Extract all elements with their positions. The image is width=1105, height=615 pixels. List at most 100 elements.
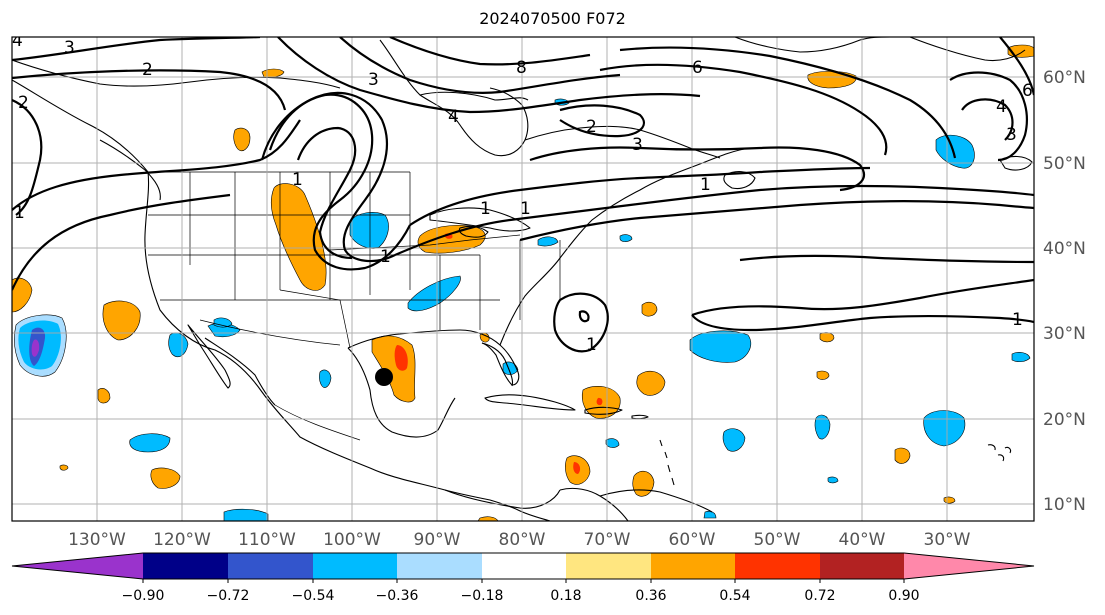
contour-line: [296, 126, 357, 260]
fill-patch: [935, 134, 975, 169]
contour-label: 8: [516, 58, 527, 78]
fill-patch: [814, 414, 831, 440]
fill-patch: [596, 397, 603, 406]
contour-label: 2: [586, 117, 597, 137]
map-background: [12, 37, 1034, 521]
colorbar-segment: [651, 553, 735, 579]
fill-patch: [689, 330, 752, 363]
lon-label: 60°W: [669, 530, 716, 550]
colorbar-segment: [820, 553, 904, 579]
lon-label: 30°W: [924, 530, 971, 550]
lat-label: 60°N: [1043, 68, 1086, 88]
contour-label: 3: [632, 135, 643, 155]
fill-patch: [636, 370, 666, 396]
contour-line: [553, 292, 609, 353]
colorbar-segment: [143, 553, 228, 579]
anomaly-fills: [12, 44, 1034, 521]
colorbar-extend-low: [12, 553, 143, 579]
contour-line: [578, 310, 590, 323]
colorbar-tick-label: 0.72: [804, 588, 835, 604]
lon-label: 110°W: [238, 530, 296, 550]
lat-label: 30°N: [1043, 324, 1086, 344]
lon-label: 100°W: [323, 530, 381, 550]
contour-line: [12, 37, 261, 62]
contour-label: 1: [480, 199, 491, 219]
lat-label: 40°N: [1043, 239, 1086, 259]
contour-label: 4: [12, 31, 23, 51]
contour-label: 2: [18, 93, 29, 113]
fill-patch: [722, 428, 746, 452]
contour-label: 3: [368, 70, 379, 90]
contour-label: 3: [64, 38, 75, 58]
contour-line: [999, 37, 1034, 96]
contour-line: [619, 46, 957, 159]
fill-patch: [605, 438, 620, 448]
lat-label: 20°N: [1043, 410, 1086, 430]
colorbar-tick-label: −0.90: [122, 588, 165, 604]
lon-label: 120°W: [153, 530, 211, 550]
contour-label: 1: [14, 203, 25, 223]
fill-patch: [573, 462, 581, 474]
contour-line: [394, 184, 1034, 257]
fill-patch: [819, 332, 835, 343]
contour-label: 4: [996, 97, 1007, 117]
lat-label: 50°N: [1043, 154, 1086, 174]
contour-line: [409, 166, 871, 226]
colorbar-tick-label: −0.72: [207, 588, 250, 604]
colorbar-tick-label: −0.36: [376, 588, 419, 604]
fill-patch: [827, 476, 839, 484]
map-title: 2024070500 F072: [479, 9, 626, 28]
fill-patch: [213, 317, 233, 328]
colorbar-segment: [566, 553, 651, 579]
colorbar-segment: [735, 553, 820, 579]
fill-patch: [223, 508, 269, 521]
fill-patch: [394, 345, 408, 371]
fill-patch: [270, 183, 327, 291]
fill-patch: [129, 433, 171, 453]
point-marker: [375, 368, 393, 386]
fill-patch: [641, 301, 658, 317]
graticule: [12, 37, 1034, 521]
contour-line: [12, 98, 43, 216]
contour-line: [12, 193, 231, 291]
contour-line: [949, 71, 1028, 162]
contour-line: [277, 37, 701, 114]
colorbar-tick-label: 0.36: [635, 588, 666, 604]
contour-label: 3: [1006, 125, 1017, 145]
colorbar-segment: [482, 553, 566, 579]
fill-patch: [943, 496, 956, 504]
lon-label: 40°W: [839, 530, 886, 550]
fill-patch: [12, 277, 33, 313]
fill-patch: [233, 127, 251, 152]
contour-line: [599, 63, 888, 156]
contour-lines: [12, 37, 1034, 353]
map-frame: [11, 36, 1035, 522]
lon-label: 90°W: [414, 530, 461, 550]
fill-patch: [97, 388, 111, 404]
contour-line: [691, 314, 1034, 332]
colorbar-tick-label: 0.54: [719, 588, 750, 604]
fill-patch: [407, 275, 461, 312]
contour-label: 1: [1012, 310, 1023, 330]
colorbar-extend-high: [904, 553, 1034, 579]
colorbar-segment: [228, 553, 313, 579]
fill-patch: [102, 300, 141, 341]
fill-patch: [816, 370, 830, 380]
contour-line: [739, 254, 1034, 264]
colorbar: −0.90 −0.72 −0.54 −0.36 −0.18 0.18 0.36 …: [11, 552, 1035, 604]
contour-labels: 3 2 2 1 1 1 1 1 3 4 8 6 2 3 1 4 6 3 1 4 …: [12, 31, 1033, 355]
longitude-labels: 130°W 120°W 110°W 100°W 90°W 80°W 70°W 6…: [68, 530, 971, 550]
fill-patch: [703, 510, 717, 519]
latitude-labels: 60°N 50°N 40°N 30°N 20°N 10°N: [1043, 68, 1086, 515]
contour-line: [559, 104, 645, 138]
lat-label: 10°N: [1043, 495, 1086, 515]
lon-label: 80°W: [499, 530, 546, 550]
fill-patch: [477, 516, 499, 521]
fill-patch: [619, 234, 633, 242]
lon-label: 70°W: [584, 530, 631, 550]
contour-label: 1: [380, 247, 391, 267]
lon-label: 50°W: [754, 530, 801, 550]
contour-line: [260, 91, 396, 263]
fill-patch: [319, 369, 332, 388]
